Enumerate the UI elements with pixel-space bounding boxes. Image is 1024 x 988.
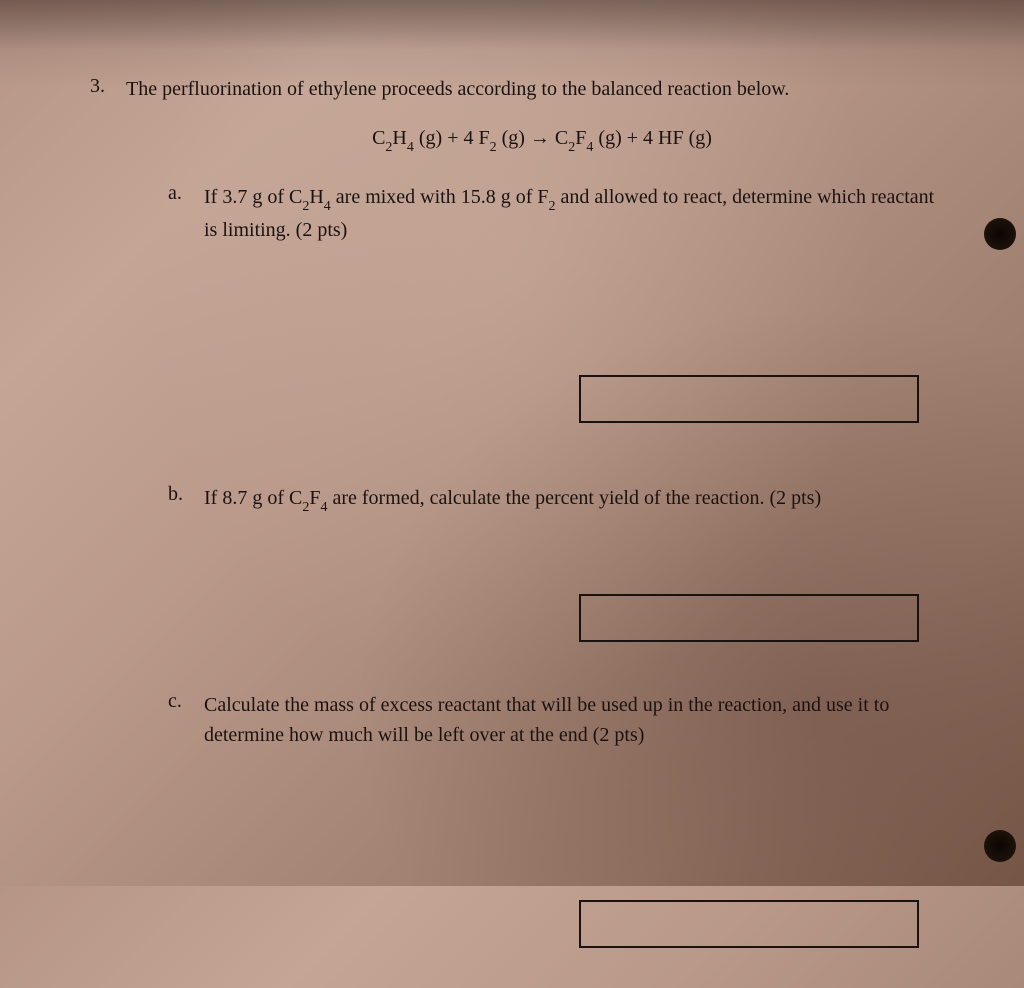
subpart-b-text: If 8.7 g of C2F4 are formed, calculate t… (204, 483, 821, 516)
subpart-b: b. If 8.7 g of C2F4 are formed, calculat… (168, 483, 944, 516)
hole-punch-icon (984, 218, 1016, 250)
chemical-equation: C2H4 (g) + 4 F2 (g) → C2F4 (g) + 4 HF (g… (90, 127, 964, 154)
subpart-letter: b. (168, 483, 188, 516)
question-stem: 3. The perfluorination of ethylene proce… (90, 75, 964, 103)
hole-punch-icon (984, 830, 1016, 862)
answer-box-a[interactable] (579, 375, 919, 423)
subpart-c: c. Calculate the mass of excess reactant… (168, 690, 944, 750)
question-text: The perfluorination of ethylene proceeds… (126, 75, 789, 103)
subpart-a: a. If 3.7 g of C2H4 are mixed with 15.8 … (168, 182, 944, 245)
answer-box-b[interactable] (579, 594, 919, 642)
subpart-letter: c. (168, 690, 188, 750)
worksheet-content: 3. The perfluorination of ethylene proce… (0, 0, 1024, 988)
subpart-c-text: Calculate the mass of excess reactant th… (204, 690, 944, 750)
answer-box-c[interactable] (579, 900, 919, 948)
subpart-letter: a. (168, 182, 188, 245)
subpart-a-text: If 3.7 g of C2H4 are mixed with 15.8 g o… (204, 182, 944, 245)
question-number: 3. (90, 75, 110, 103)
